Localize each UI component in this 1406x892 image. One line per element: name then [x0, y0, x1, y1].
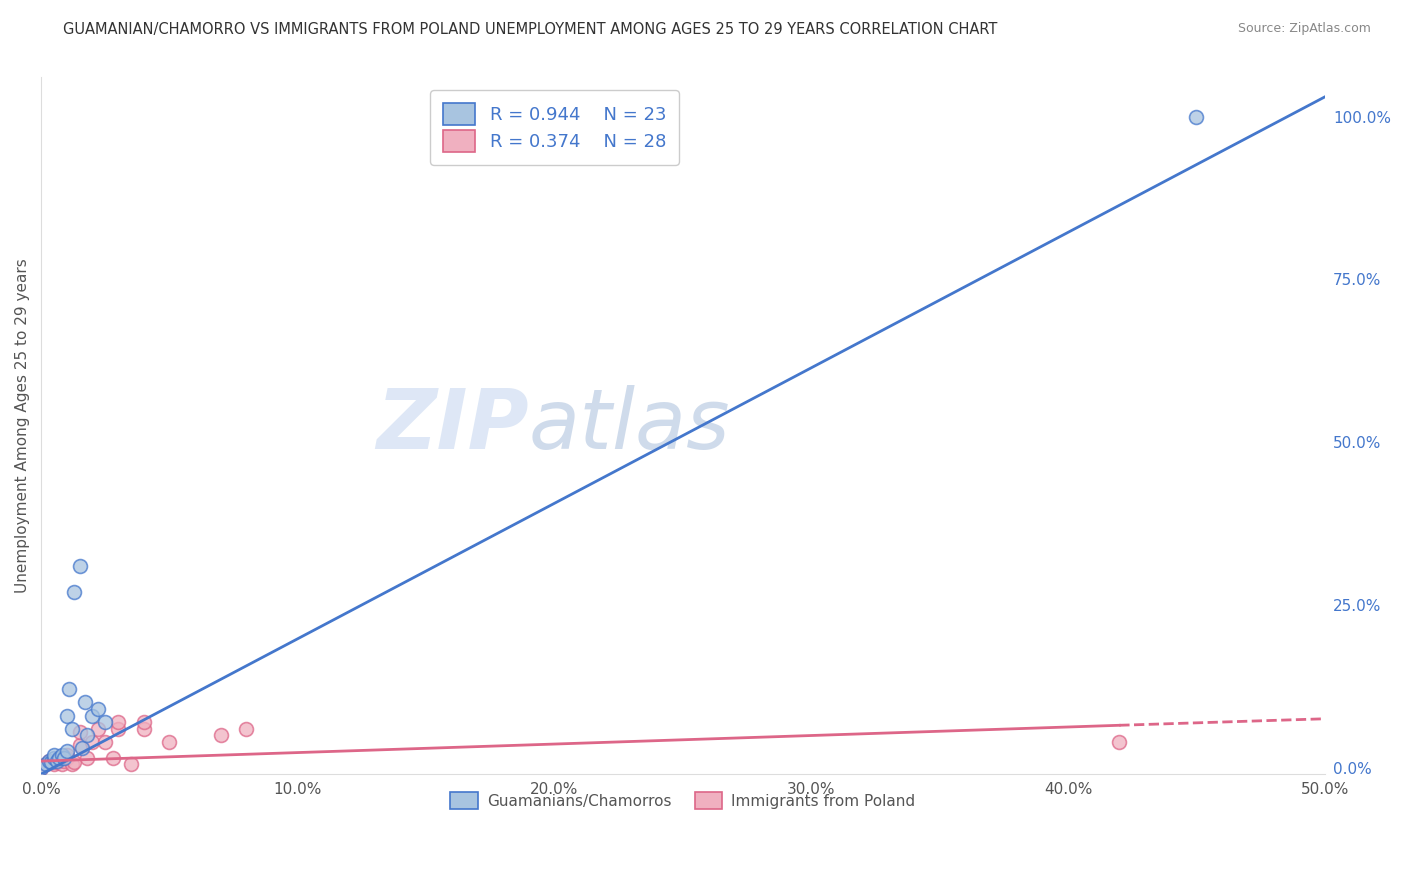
Point: [86, 722, 108, 736]
Point: [120, 757, 142, 772]
Point: [41, 756, 63, 770]
Point: [132, 714, 155, 729]
Point: [1108, 734, 1130, 748]
Text: ZIP: ZIP: [377, 385, 529, 467]
Legend: Guamanians/Chamorros, Immigrants from Poland: Guamanians/Chamorros, Immigrants from Po…: [444, 787, 921, 815]
Point: [42, 757, 65, 772]
Point: [73, 696, 96, 710]
Text: atlas: atlas: [529, 385, 731, 467]
Point: [86, 702, 108, 716]
Point: [101, 751, 124, 765]
Point: [63, 756, 86, 770]
Text: GUAMANIAN/CHAMORRO VS IMMIGRANTS FROM POLAND UNEMPLOYMENT AMONG AGES 25 TO 29 YE: GUAMANIAN/CHAMORRO VS IMMIGRANTS FROM PO…: [63, 22, 998, 37]
Point: [35, 757, 58, 772]
Point: [69, 558, 91, 573]
Point: [42, 747, 65, 762]
Point: [82, 708, 104, 723]
Point: [45, 756, 67, 770]
Point: [60, 722, 83, 736]
Point: [55, 708, 77, 723]
Text: Source: ZipAtlas.com: Source: ZipAtlas.com: [1237, 22, 1371, 36]
Point: [53, 751, 76, 765]
Point: [69, 724, 91, 739]
Point: [53, 754, 76, 768]
Point: [35, 757, 58, 772]
Point: [76, 728, 98, 742]
Point: [38, 754, 60, 768]
Point: [209, 728, 232, 742]
Point: [51, 747, 73, 762]
Point: [1185, 110, 1208, 124]
Point: [159, 734, 181, 748]
Point: [94, 714, 117, 729]
Point: [30, 761, 52, 775]
Point: [51, 757, 73, 772]
Point: [107, 722, 129, 736]
Point: [55, 747, 77, 762]
Point: [132, 722, 155, 736]
Point: [235, 722, 257, 736]
Point: [55, 744, 77, 758]
Point: [30, 761, 52, 775]
Point: [94, 734, 117, 748]
Point: [45, 754, 67, 768]
Point: [70, 741, 93, 756]
Point: [76, 751, 98, 765]
Point: [107, 714, 129, 729]
Point: [48, 753, 70, 767]
Point: [63, 584, 86, 599]
Point: [60, 757, 83, 772]
Point: [42, 751, 65, 765]
Point: [69, 738, 91, 752]
Y-axis label: Unemployment Among Ages 25 to 29 years: Unemployment Among Ages 25 to 29 years: [15, 259, 30, 593]
Point: [82, 734, 104, 748]
Point: [38, 754, 60, 768]
Point: [48, 751, 70, 765]
Point: [58, 682, 80, 697]
Point: [55, 751, 77, 765]
